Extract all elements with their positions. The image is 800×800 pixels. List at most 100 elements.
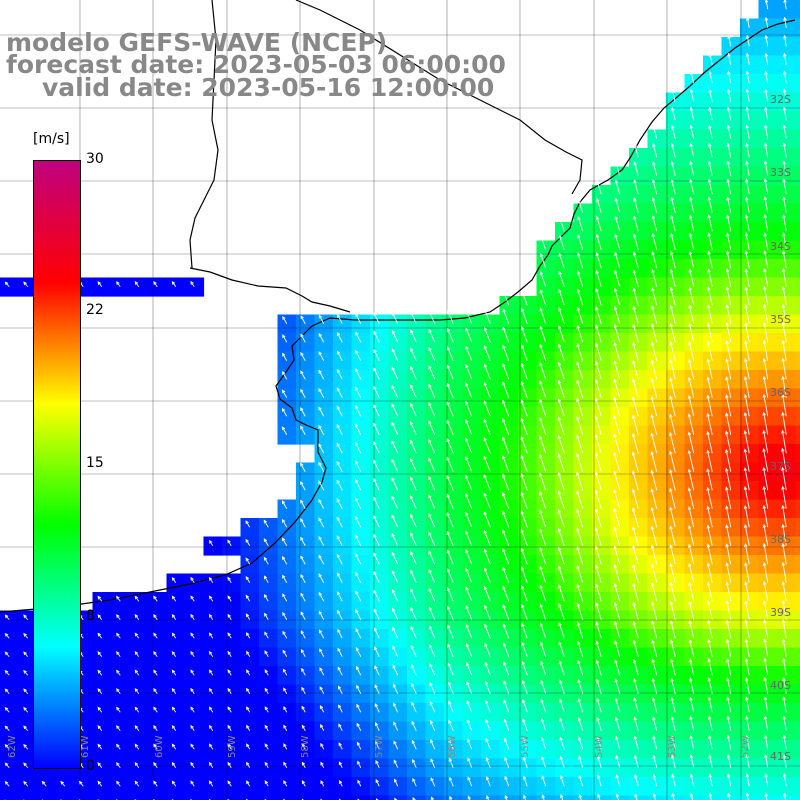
wind-vector-head [409,513,414,518]
wind-vector-head [134,614,139,618]
wind-vector [652,143,658,158]
wind-vector [783,793,786,800]
wind-vector-head [577,640,581,645]
wind-vector-head [650,414,654,419]
field-cell [407,425,427,445]
wind-vector [410,607,417,620]
wind-vector-head [208,669,213,674]
field-cell [351,462,371,482]
field-cell [259,721,279,741]
field-cell [536,277,556,297]
wind-vector-head [281,518,286,523]
wind-vector-head [409,402,414,407]
wind-vector-head [633,215,637,220]
wind-vector [632,489,639,509]
field-cell [240,721,260,741]
field-cell [462,444,482,464]
wind-vector [337,351,343,361]
wind-vector-head [764,16,769,21]
wind-vector [613,490,621,509]
wind-vector-head [521,307,525,312]
field-cell [129,666,149,686]
wind-vector-head [171,724,176,729]
wind-vector [615,679,621,694]
field-cell [758,703,778,723]
wind-vector-head [447,681,452,686]
field-cell [721,148,741,168]
wind-vector [578,718,584,731]
wind-vector [689,269,695,287]
field-cell [795,18,800,38]
wind-vector-head [576,416,580,421]
wind-vector-head [595,324,599,329]
wind-vector-head [689,773,694,778]
field-cell [795,518,800,538]
wind-vector-head [502,566,506,571]
wind-vector-head [670,160,675,165]
wind-vector [726,563,732,583]
field-cell [259,592,279,612]
wind-vector [483,493,491,509]
wind-vector [430,739,436,750]
wind-vector [671,736,676,750]
wind-vector-head [670,232,674,237]
wind-vector [784,17,787,28]
wind-vector [410,403,417,417]
field-cell [536,259,556,279]
field-cell [610,259,630,279]
field-cell [518,314,538,334]
wind-vector [652,678,658,694]
wind-vector [596,679,602,694]
wind-vector-head [743,467,748,472]
wind-vector-head [614,269,618,274]
field-cell [444,777,464,797]
wind-vector [300,389,306,398]
field-cell [758,314,778,334]
wind-vector-head [4,281,9,286]
field-cell [740,185,760,205]
wind-vector-head [557,528,562,532]
field-cell [573,629,593,649]
wind-vector [632,583,639,602]
wind-vector-head [557,490,561,495]
field-cell [370,777,390,797]
wind-vector [391,404,399,417]
field-cell [573,777,593,797]
wind-vector [708,639,713,657]
field-cell [610,481,630,501]
field-cell [629,684,649,704]
field-cell [684,592,704,612]
wind-vector [690,71,695,84]
wind-vector-head [782,657,786,662]
field-cell [795,111,800,131]
wind-vector-head [502,585,506,590]
wind-vector-head [706,581,711,586]
wind-vector-head [595,270,599,275]
wind-vector [23,688,29,695]
wind-vector-head [614,179,619,184]
wind-vector-head [153,281,157,285]
field-cell [425,666,445,686]
wind-vector [707,544,713,565]
wind-vector [727,179,732,195]
wind-vector [725,431,732,454]
field-cell [518,629,538,649]
field-cell [666,314,686,334]
wind-vector-head [23,632,27,637]
wind-vector-head [557,343,562,348]
field-cell [592,333,612,353]
wind-vector-head [669,487,673,492]
wind-vector-head [781,600,786,605]
field-cell [240,703,260,723]
wind-vector [337,573,343,583]
wind-vector-head [595,659,600,664]
wind-vector [763,524,769,546]
wind-vector-head [632,659,637,664]
wind-vector-head [355,590,359,595]
wind-vector [523,776,528,787]
field-cell [277,573,297,593]
wind-vector [707,359,713,380]
wind-vector [412,778,417,787]
wind-vector [783,215,787,232]
wind-vector [541,737,547,750]
